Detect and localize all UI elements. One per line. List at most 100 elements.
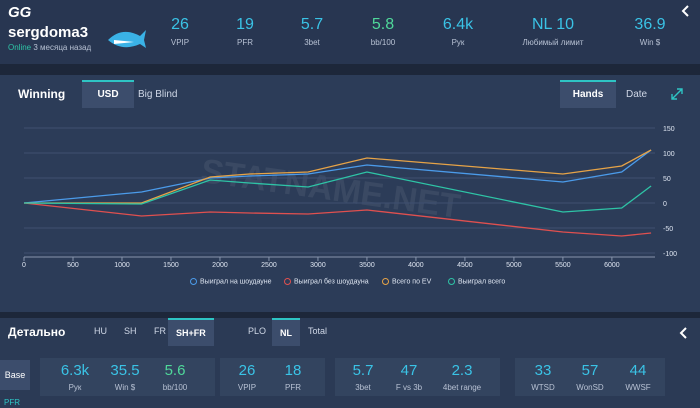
stat-value: 5.8 <box>371 16 395 33</box>
stat-value: 26 <box>171 16 189 33</box>
stat-label: Win $ <box>114 383 136 392</box>
game-tab[interactable]: Total <box>308 326 328 336</box>
stat-value: 47 <box>400 362 418 379</box>
stat-label: 3bet <box>304 38 320 47</box>
stat-value: 36.9 <box>634 16 666 33</box>
game-tab[interactable]: PLO <box>248 326 267 336</box>
series-line <box>24 149 652 204</box>
stat-label: bb/100 <box>370 38 396 47</box>
stat-value: 33 <box>534 362 552 379</box>
series-line <box>23 149 652 204</box>
stat-value: 6.3k <box>60 362 90 379</box>
x-tick-label: 1500 <box>163 262 179 269</box>
last-seen: 3 месяца назад <box>33 43 92 52</box>
stat-label: Win $ <box>639 38 661 47</box>
shark-icon <box>108 30 146 48</box>
stat-label: PFR <box>285 383 301 392</box>
chart-panel: Winning USD Big Blind Hands Date STATNAM… <box>0 75 700 312</box>
profile-header: GG sergdoma3 Online 3 месяца назад 26 VPI… <box>0 0 700 64</box>
format-tab[interactable]: SH+FR <box>168 318 214 346</box>
legend-item[interactable]: Выиграл без шоудауна <box>284 278 369 285</box>
stat-label: WTSD <box>531 383 555 392</box>
stat-label: Рук <box>68 383 82 392</box>
stat-label: VPIP <box>170 38 190 47</box>
x-tick-label: 3000 <box>310 262 326 269</box>
legend-label: Выиграл всего <box>458 278 506 286</box>
y-tick-label: 0 <box>663 201 667 208</box>
x-tick-label: 2500 <box>261 262 277 269</box>
stat-value: 18 <box>284 362 302 379</box>
legend-label: Выиграл без шоудауна <box>294 278 369 286</box>
stat-value: 5.7 <box>352 362 374 379</box>
stat-label: F vs 3b <box>395 383 423 392</box>
series-line <box>23 171 652 213</box>
format-tab[interactable]: FR <box>154 326 166 336</box>
stat-label: WWSF <box>625 383 651 392</box>
status-line: Online 3 месяца назад <box>8 43 91 52</box>
format-tab[interactable]: HU <box>94 326 107 336</box>
stat-value: 19 <box>236 16 254 33</box>
y-tick-label: -50 <box>663 226 673 233</box>
x-tick-label: 500 <box>67 262 79 269</box>
game-tab[interactable]: NL <box>272 318 300 346</box>
stat-value: 26 <box>238 362 256 379</box>
stat-group <box>515 358 665 396</box>
stat-value: 44 <box>629 362 647 379</box>
stat-value: 6.4k <box>442 16 474 33</box>
y-tick-label: -100 <box>663 251 677 258</box>
details-title: Детально <box>8 325 66 339</box>
expand-button[interactable] <box>670 87 684 101</box>
series-line <box>23 202 652 237</box>
stat-value: 5.6 <box>164 362 186 379</box>
stat-value: 57 <box>581 362 599 379</box>
x-tick-label: 2000 <box>212 262 228 269</box>
x-tick-label: 3500 <box>359 262 375 269</box>
axis-tab[interactable]: Hands <box>560 80 616 108</box>
x-tick-label: 5000 <box>506 262 522 269</box>
stat-label: WonSD <box>576 383 604 392</box>
y-tick-label: 100 <box>663 151 675 158</box>
stat-group <box>40 358 215 396</box>
collapse-button[interactable] <box>680 4 692 18</box>
x-tick-label: 4500 <box>457 262 473 269</box>
status: Online <box>8 43 32 52</box>
footer-label: PFR <box>4 398 20 407</box>
stat-value: NL 10 <box>531 16 575 33</box>
stat-value: 35.5 <box>110 362 140 379</box>
x-tick-label: 4000 <box>408 262 424 269</box>
stat-label: 4bet range <box>442 383 482 392</box>
legend-swatch <box>284 278 291 285</box>
collapse-button[interactable] <box>678 326 690 340</box>
stat-group <box>220 358 325 396</box>
x-tick-label: 1000 <box>114 262 130 269</box>
stat-value: 5.7 <box>300 16 324 33</box>
x-tick-label: 5500 <box>555 262 571 269</box>
unit-tab[interactable]: USD <box>82 80 134 108</box>
format-tab[interactable]: SH <box>124 326 137 336</box>
legend-item[interactable]: Выиграл на шоудауне <box>190 278 272 285</box>
legend-item[interactable]: Выиграл всего <box>448 278 505 285</box>
stat-group <box>335 358 500 396</box>
stat-value: 2.3 <box>451 362 473 379</box>
unit-tab[interactable]: Big Blind <box>138 89 178 100</box>
chart-title: Winning <box>18 87 66 101</box>
stat-label: Рук <box>451 38 465 47</box>
stat-label: Любимый лимит <box>522 38 584 47</box>
legend-label: Выиграл на шоудауне <box>200 278 272 286</box>
x-tick-label: 6000 <box>604 262 620 269</box>
y-tick-label: 50 <box>663 176 671 183</box>
details-panel: Детально HU SH FR SH+FR PLO NL Total Base 6.3k… <box>0 318 700 408</box>
preset-button[interactable]: Base <box>0 360 30 390</box>
logo: GG <box>8 4 32 21</box>
username: sergdoma3 <box>8 24 89 41</box>
legend-item[interactable]: Всего по EV <box>382 278 431 285</box>
axis-tab[interactable]: Date <box>626 89 648 100</box>
legend-swatch <box>382 278 389 285</box>
x-tick-label: 0 <box>22 262 26 269</box>
legend-swatch <box>448 278 455 285</box>
stat-label: bb/100 <box>162 383 188 392</box>
legend-label: Всего по EV <box>392 278 432 286</box>
